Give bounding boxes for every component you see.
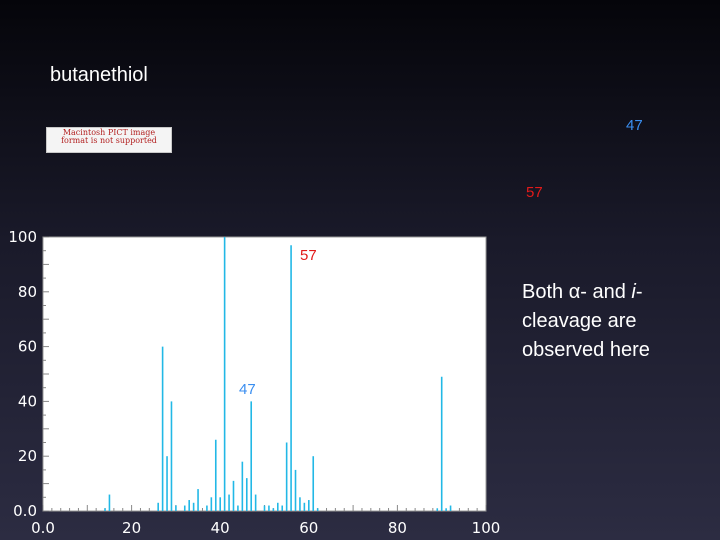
cleavage-note: Both α- and i-cleavage are observed here bbox=[522, 278, 702, 365]
x-tick-label: 20 bbox=[122, 519, 141, 537]
mass-spectrum-chart: 0.0 20 40 60 80 100 0.0 20 40 60 80 100 bbox=[8, 228, 501, 537]
note-text-before: Both α- and bbox=[522, 281, 632, 303]
slide-title: butanethiol bbox=[50, 64, 148, 86]
note-text-italic: i bbox=[631, 281, 636, 303]
y-tick-label: 60 bbox=[18, 338, 37, 356]
x-tick-label: 40 bbox=[211, 519, 230, 537]
pict-placeholder-image: Macintosh PICT image format is not suppo… bbox=[46, 127, 172, 153]
ion-41-label: 41 bbox=[228, 238, 245, 255]
plot-area bbox=[42, 236, 487, 512]
note-text-after: -cleavage are observed here bbox=[522, 281, 650, 361]
ion-57-label-chart: 57 bbox=[300, 247, 317, 264]
ion-47-label-top: 47 bbox=[626, 117, 643, 134]
y-tick-label: 100 bbox=[8, 228, 37, 246]
ion-90-label: 90 bbox=[430, 350, 447, 367]
y-tick-label: 0.0 bbox=[13, 502, 37, 520]
x-tick-label: 0.0 bbox=[31, 519, 55, 537]
y-tick-label: 80 bbox=[18, 283, 37, 301]
x-tick-label: 60 bbox=[299, 519, 318, 537]
y-tick-label: 40 bbox=[18, 392, 37, 410]
ion-47-label-chart: 47 bbox=[239, 381, 256, 398]
x-tick-label: 100 bbox=[472, 519, 501, 537]
ion-57-label-top: 57 bbox=[526, 184, 543, 201]
y-tick-label: 20 bbox=[18, 447, 37, 465]
x-tick-label: 80 bbox=[388, 519, 407, 537]
